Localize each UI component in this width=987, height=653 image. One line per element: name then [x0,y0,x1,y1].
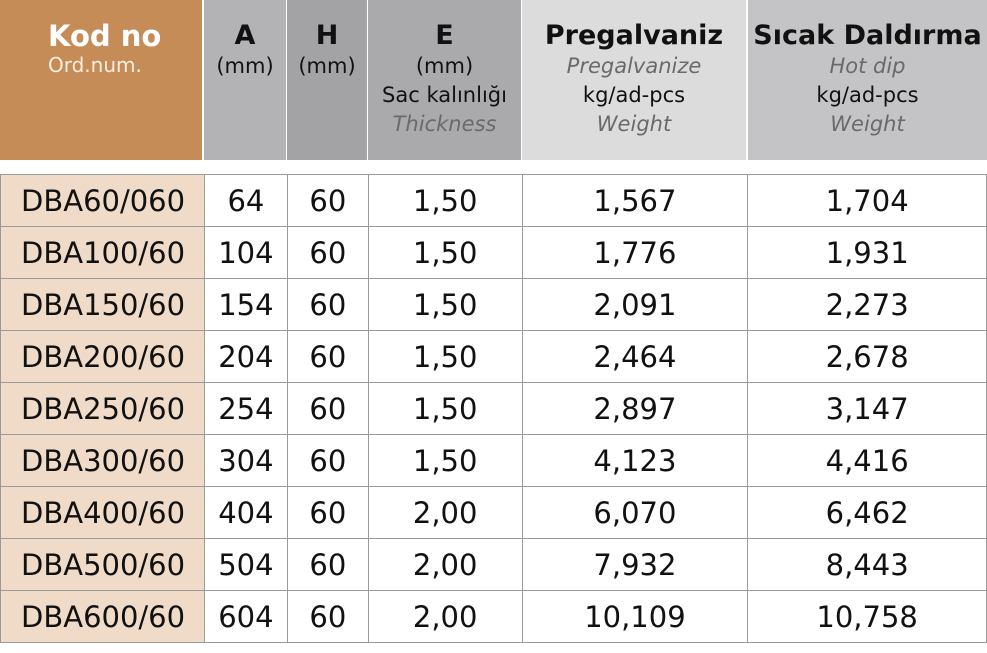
e-cell: 1,50 [367,382,523,435]
table-row: DBA250/60 254 60 1,50 2,897 3,147 [0,382,987,435]
pregalvaniz-cell: 4,123 [521,434,749,487]
h-cell: 60 [286,538,369,591]
h-cell: 60 [286,434,369,487]
header-a-title: A [234,20,256,51]
sicak-cell: 2,678 [747,330,987,383]
sicak-cell: 10,758 [747,590,987,643]
header-pregalvaniz-unit: kg/ad-pcs [582,83,686,107]
a-cell: 64 [203,174,288,227]
a-cell: 604 [203,590,288,643]
header-e-label-tr: Sac kalınlığı [382,83,507,107]
sicak-cell: 3,147 [747,382,987,435]
header-pregalvaniz: Pregalvaniz Pregalvanize kg/ad-pcs Weigh… [522,0,746,160]
e-cell: 1,50 [367,278,523,331]
a-cell: 154 [203,278,288,331]
header-kod-subtitle: Ord.num. [48,53,142,77]
e-cell: 1,50 [367,330,523,383]
header-kod-title: Kod no [48,19,162,53]
kod-cell: DBA500/60 [0,538,205,591]
pregalvaniz-cell: 1,567 [521,174,749,227]
pregalvaniz-cell: 2,091 [521,278,749,331]
header-h-title: H [315,20,339,51]
kod-cell: DBA150/60 [0,278,205,331]
pregalvaniz-cell: 2,464 [521,330,749,383]
sicak-cell: 4,416 [747,434,987,487]
header-a: A (mm) [204,0,286,160]
h-cell: 60 [286,382,369,435]
table-row: DBA60/060 64 60 1,50 1,567 1,704 [0,174,987,227]
sicak-cell: 1,704 [747,174,987,227]
sicak-cell: 6,462 [747,486,987,539]
a-cell: 104 [203,226,288,279]
h-cell: 60 [286,330,369,383]
header-pregalvaniz-title: Pregalvaniz [544,20,724,51]
header-h-unit: (mm) [298,54,356,78]
e-cell: 1,50 [367,226,523,279]
header-h: H (mm) [287,0,367,160]
a-cell: 404 [203,486,288,539]
header-e-label-en: Thickness [392,112,497,136]
product-table: DBA60/060 64 60 1,50 1,567 1,704 DBA100/60 104 6… [0,174,987,643]
header-sicak-title: Sıcak Daldırma [753,20,982,51]
h-cell: 60 [286,226,369,279]
table-row: DBA200/60 204 60 1,50 2,464 2,678 [0,330,987,383]
table-row: DBA500/60 504 60 2,00 7,932 8,443 [0,538,987,591]
kod-cell: DBA600/60 [0,590,205,643]
e-cell: 2,00 [367,538,523,591]
pregalvaniz-cell: 10,109 [521,590,749,643]
kod-cell: DBA60/060 [0,174,205,227]
header-pregalvaniz-label-en: Pregalvanize [566,54,702,78]
h-cell: 60 [286,486,369,539]
table-row: DBA300/60 304 60 1,50 4,123 4,416 [0,434,987,487]
header-e-unit: (mm) [415,54,474,78]
table-row: DBA400/60 404 60 2,00 6,070 6,462 [0,486,987,539]
table-row: DBA100/60 104 60 1,50 1,776 1,931 [0,226,987,279]
kod-cell: DBA200/60 [0,330,205,383]
kod-cell: DBA250/60 [0,382,205,435]
pregalvaniz-cell: 1,776 [521,226,749,279]
a-cell: 504 [203,538,288,591]
e-cell: 2,00 [367,590,523,643]
header-sicak-daldirma: Sıcak Daldırma Hot dip kg/ad-pcs Weight [748,0,987,160]
a-cell: 204 [203,330,288,383]
kod-cell: DBA300/60 [0,434,205,487]
pregalvaniz-cell: 2,897 [521,382,749,435]
header-kod-no: Kod no Ord.num. [0,0,202,160]
sicak-cell: 8,443 [747,538,987,591]
h-cell: 60 [286,590,369,643]
header-e-title: E [435,20,454,51]
h-cell: 60 [286,174,369,227]
kod-cell: DBA400/60 [0,486,205,539]
h-cell: 60 [286,278,369,331]
header-e: E (mm) Sac kalınlığı Thickness [368,0,521,160]
a-cell: 254 [203,382,288,435]
header-pregalvaniz-weight: Weight [596,112,672,136]
header-sicak-weight: Weight [830,112,905,136]
table-row: DBA150/60 154 60 1,50 2,091 2,273 [0,278,987,331]
e-cell: 1,50 [367,434,523,487]
e-cell: 1,50 [367,174,523,227]
header-a-unit: (mm) [216,54,274,78]
sicak-cell: 1,931 [747,226,987,279]
pregalvaniz-cell: 6,070 [521,486,749,539]
header-separator [0,160,987,174]
pregalvaniz-cell: 7,932 [521,538,749,591]
header-sicak-label-en: Hot dip [829,54,906,78]
product-table-body: DBA60/060 64 60 1,50 1,567 1,704 DBA100/60 104 6… [0,174,987,643]
table-row: DBA600/60 604 60 2,00 10,109 10,758 [0,590,987,643]
header-sicak-unit: kg/ad-pcs [816,83,919,107]
sicak-cell: 2,273 [747,278,987,331]
kod-cell: DBA100/60 [0,226,205,279]
a-cell: 304 [203,434,288,487]
e-cell: 2,00 [367,486,523,539]
